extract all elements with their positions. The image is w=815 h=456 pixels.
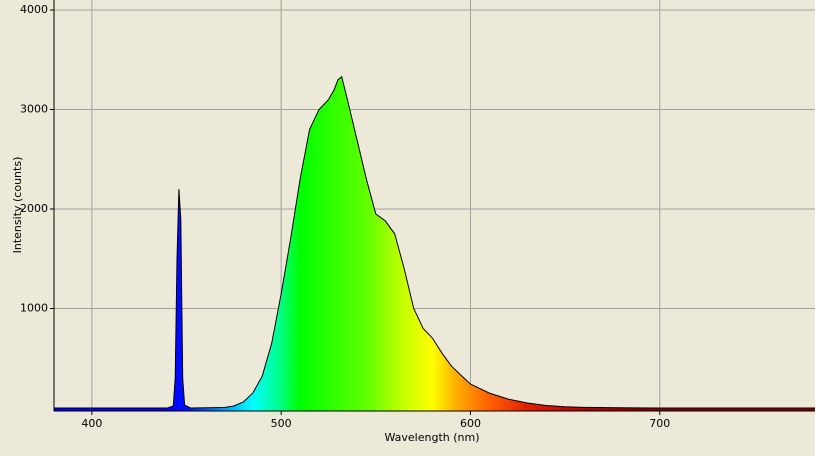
spectrum-line bbox=[54, 75, 815, 409]
y-axis-title: Intensity (counts) bbox=[11, 157, 24, 254]
x-tick-label: 700 bbox=[649, 417, 670, 430]
x-tick-label: 600 bbox=[460, 417, 481, 430]
y-tick-label: 1000 bbox=[20, 302, 48, 315]
x-tick-label: 500 bbox=[271, 417, 292, 430]
y-tick-label: 3000 bbox=[20, 103, 48, 116]
y-tick-label: 2000 bbox=[20, 202, 48, 215]
x-tick-label: 400 bbox=[81, 417, 102, 430]
spectrum-area bbox=[54, 76, 815, 411]
x-axis-title: Wavelength (nm) bbox=[384, 431, 479, 444]
y-tick-label: 4000 bbox=[20, 3, 48, 16]
